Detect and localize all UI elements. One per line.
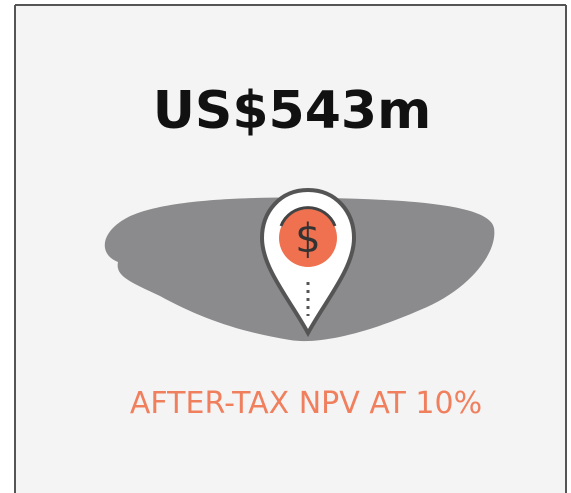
pin-circle [279,209,337,267]
pin-arc [279,206,337,227]
value-text: US$543m [153,81,432,141]
caption-text: AFTER-TAX NPV AT 10% [130,386,482,421]
location-pin: $ [259,187,357,338]
pin-symbol: $ [295,216,320,262]
